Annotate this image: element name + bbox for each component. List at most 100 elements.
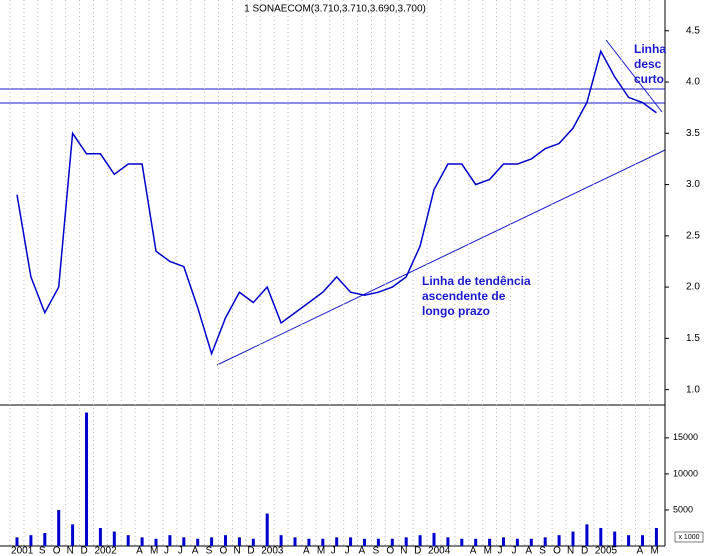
volume-bar [168,535,172,546]
y-tick-label: 2.0 [686,282,700,293]
volume-bar [196,538,200,546]
x-tick-label: N [67,546,74,556]
x-tick-label: A [192,546,199,556]
volume-bar [349,537,353,546]
volume-bar [57,509,61,546]
volume-bar [529,538,533,546]
x-tick-label: A [359,546,366,556]
volume-bar [585,524,589,546]
volume-bar [335,537,339,546]
y-tick-label: 2.5 [686,230,700,241]
volume-bar [404,537,408,546]
volume-bar [293,537,297,546]
volume-bar [515,538,519,546]
x-tick-label: D [581,546,588,556]
volume-bar [488,538,492,546]
y-tick-label: 1.0 [686,384,700,395]
x-tick-label: S [372,546,379,556]
x-tick-label: 2004 [428,546,451,556]
volume-bar [265,513,269,546]
y2-tick-label: 5000 [673,504,693,514]
x-tick-label: A [525,546,532,556]
volume-bar [418,535,422,546]
volume-bar [154,538,158,546]
x-tick-label: 2005 [595,546,618,556]
volume-bar [71,524,75,546]
x-tick-label: 2002 [94,546,117,556]
y-tick-label: 3.5 [686,128,700,139]
x-tick-label: J [164,546,169,556]
x-tick-label: O [553,546,561,556]
x-tick-label: J [345,546,350,556]
volume-bar [654,527,658,546]
x-tick-label: N [400,546,407,556]
y-tick-label: 4.0 [686,77,700,88]
volume-bar [251,538,255,546]
x-tick-label: J [178,546,183,556]
x-tick-label: A [303,546,310,556]
x-tick-label: M [650,546,658,556]
x-tick-label: A [637,546,644,556]
unit-box [674,531,704,543]
x-tick-label: J [498,546,503,556]
x-tick-label: D [247,546,254,556]
volume-bar [641,535,644,546]
volume-bar [210,537,214,546]
unit-label: x 1000 [678,534,699,541]
volume-bar [446,537,450,546]
y-tick-label: 4.5 [686,25,700,36]
trend-line [216,149,666,366]
x-tick-label: O [220,546,228,556]
x-tick-label: S [539,546,546,556]
y-tick-label: 3.0 [686,179,700,190]
y2-tick-label: 10000 [673,468,698,478]
volume-bar [126,535,130,546]
x-tick-label: M [484,546,492,556]
volume-bar [279,535,283,546]
x-tick-label: N [567,546,574,556]
x-tick-label: O [53,546,61,556]
volume-bar [571,531,575,546]
volume-bar [140,537,144,546]
chart-title: 1 SONAECOM(3.710,3.710,3.690,3.700) [244,4,426,15]
annotation: longo prazo [422,304,490,318]
volume-bar [543,537,547,546]
price-line [16,49,657,357]
volume-bar [29,535,33,546]
volume-bar [224,535,227,546]
y2-tick-label: 15000 [673,432,698,442]
x-tick-label: A [470,546,477,556]
volume-bar [376,538,380,546]
annotation: curto [634,72,664,86]
annotation: Linha de tendência [422,274,531,288]
volume-bar [237,537,241,546]
x-tick-label: 2003 [261,546,284,556]
x-tick-label: M [150,546,158,556]
x-tick-label: S [206,546,213,556]
x-tick-label: S [39,546,46,556]
trend-line [605,39,663,113]
x-tick-label: A [136,546,143,556]
volume-bar [613,531,617,546]
volume-bar [363,538,366,546]
annotation: ascendente de [422,289,506,303]
volume-bar [85,412,88,546]
volume-bar [627,535,631,546]
x-tick-label: J [511,546,516,556]
x-tick-label: D [414,546,421,556]
volume-bar [390,538,394,546]
volume-bar [474,538,478,546]
y-tick-label: 1.5 [686,333,700,344]
annotation: desc [634,57,662,71]
volume-bar [43,533,47,546]
volume-bar [599,527,603,546]
volume-bar [307,538,311,546]
annotation: Linha [634,42,666,56]
volume-bar [321,538,325,546]
x-tick-label: J [331,546,336,556]
volume-bar [15,537,19,546]
volume-bar [182,537,186,546]
volume-bar [557,535,561,546]
volume-bar [98,527,102,546]
